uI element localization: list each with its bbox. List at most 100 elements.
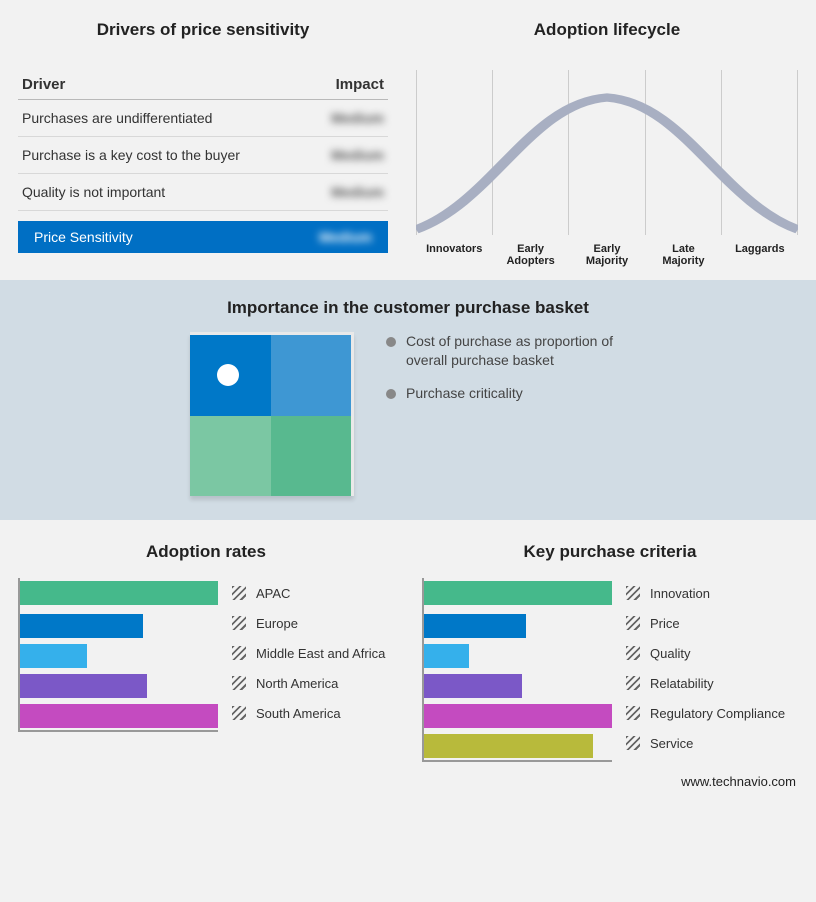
bar-row [20,638,218,668]
legend-item: Quality [626,638,785,668]
adoption-legend: APAC Europe Middle East and Africa North Am… [232,578,385,732]
driver-cell: Purchase is a key cost to the buyer [22,147,240,163]
bottom-row: Adoption rates APACEuropeMiddle East and… [0,520,816,770]
mid-content: Cost of purchase as proportion of overal… [0,332,816,496]
drivers-rows: Purchases are undifferentiatedMediumPurc… [18,100,388,211]
criteria-legend: Innovation Price Quality Relatability Regula… [626,578,785,762]
swatch-icon [626,706,640,720]
quadrant-cell [271,335,352,416]
lifecycle-stage-label: Laggards [722,241,798,270]
swatch-icon [626,676,640,690]
legend-text: Purchase criticality [406,384,523,403]
summary-value: Medium [319,229,372,245]
criteria-panel: Key purchase criteria Innovation Price Qua… [422,542,798,762]
legend-text: APAC [256,586,290,601]
bar [20,644,87,668]
swatch-icon [626,646,640,660]
legend-item: North America [232,668,385,698]
top-row: Drivers of price sensitivity Driver Impa… [0,0,816,280]
legend-item: APAC [232,578,385,608]
bar [20,674,147,698]
legend-text: Regulatory Compliance [650,706,785,721]
legend-item: Service [626,728,785,758]
legend-item: Regulatory Compliance [626,698,785,728]
bar [20,704,218,728]
lifecycle-stage-label: EarlyAdopters [492,241,568,270]
drivers-title: Drivers of price sensitivity [18,20,388,40]
table-row: Purchases are undifferentiated Medium [18,100,388,137]
bar [424,734,593,758]
legend-text: South America [256,706,341,721]
swatch-icon [232,706,246,720]
bullet-icon [386,389,396,399]
quadrant-cell [190,416,271,497]
legend-text: Cost of purchase as proportion of overal… [406,332,626,370]
legend-item: Cost of purchase as proportion of overal… [386,332,626,370]
bullet-icon [386,337,396,347]
legend-item: Price [626,608,785,638]
swatch-icon [232,646,246,660]
swatch-icon [626,616,640,630]
legend-item: Middle East and Africa [232,638,385,668]
legend-text: Quality [650,646,690,661]
bar [424,581,612,605]
lifecycle-stage-label: EarlyMajority [569,241,645,270]
lifecycle-title: Adoption lifecycle [416,20,798,40]
bar [424,674,522,698]
mid-band: Importance in the customer purchase bask… [0,280,816,520]
drivers-table-head: Driver Impact [18,40,388,100]
bar-row [424,728,612,758]
mid-legend: Cost of purchase as proportion of overal… [386,332,626,417]
lifecycle-curve [416,70,798,235]
bar-row [20,578,218,608]
lifecycle-stage-label: LateMajority [645,241,721,270]
bar [424,704,612,728]
legend-text: Innovation [650,586,710,601]
legend-text: Price [650,616,680,631]
bar [20,614,143,638]
legend-text: Relatability [650,676,714,691]
legend-text: Service [650,736,693,751]
bar [20,581,218,605]
bar-row [424,638,612,668]
table-row: Quality is not importantMedium [18,174,388,211]
adoption-bars [18,578,218,732]
mid-title: Importance in the customer purchase bask… [0,298,816,318]
legend-text: Europe [256,616,298,631]
impact-cell: Medium [331,110,384,126]
col-impact: Impact [336,76,384,93]
swatch-icon [232,676,246,690]
lifecycle-chart: InnovatorsEarlyAdoptersEarlyMajorityLate… [416,70,798,270]
lifecycle-stage-label: Innovators [416,241,492,270]
quadrant-cell [271,416,352,497]
impact-cell: Medium [331,184,384,200]
bar [424,614,526,638]
driver-cell: Purchases are undifferentiated [22,110,212,126]
legend-item: Relatability [626,668,785,698]
bar-row [424,608,612,638]
bar-row [20,668,218,698]
legend-item: Purchase criticality [386,384,626,403]
legend-text: North America [256,676,338,691]
legend-text: Middle East and Africa [256,646,385,661]
drivers-panel: Drivers of price sensitivity Driver Impa… [18,20,388,270]
impact-cell: Medium [331,147,384,163]
footer-attribution: www.technavio.com [0,770,816,805]
legend-item: Europe [232,608,385,638]
bar-row [424,668,612,698]
drivers-summary: Price Sensitivity Medium [18,221,388,253]
legend-item: Innovation [626,578,785,608]
quadrant-matrix [190,332,354,496]
bar-row [424,698,612,728]
criteria-bars [422,578,612,762]
criteria-title: Key purchase criteria [422,542,798,562]
adoption-panel: Adoption rates APACEuropeMiddle East and… [18,542,394,762]
bar-row [20,698,218,728]
bar-row [424,578,612,608]
swatch-icon [626,736,640,750]
table-row: Purchase is a key cost to the buyer Mediu… [18,137,388,174]
bar-row [20,608,218,638]
col-driver: Driver [22,76,65,93]
lifecycle-labels: InnovatorsEarlyAdoptersEarlyMajorityLate… [416,241,798,270]
lifecycle-panel: Adoption lifecycle InnovatorsEarlyAdopte… [416,20,798,270]
